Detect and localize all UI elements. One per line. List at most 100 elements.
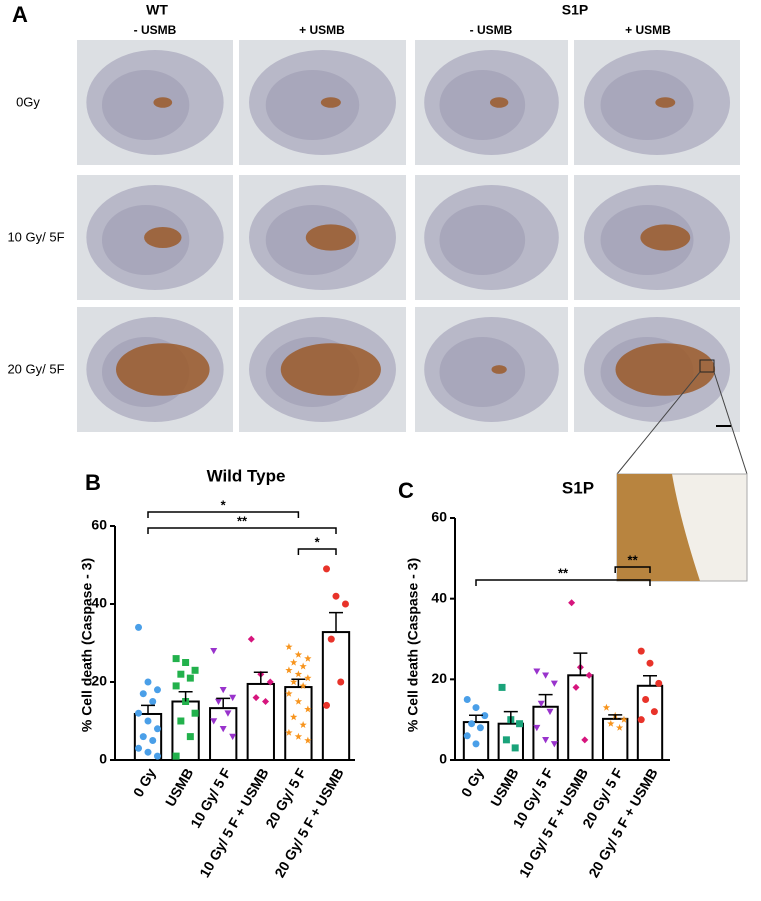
chart-title: S1P	[562, 478, 594, 497]
data-point	[299, 721, 307, 728]
data-point	[607, 719, 615, 727]
stain	[305, 224, 356, 251]
micrograph	[574, 175, 740, 300]
y-axis-label: % Cell death (Caspase - 3)	[405, 558, 421, 732]
data-point	[186, 733, 194, 741]
micrograph	[415, 175, 568, 300]
inset-line	[616, 371, 701, 475]
inset-tissue	[617, 474, 700, 581]
significance-bracket	[147, 527, 337, 534]
data-point	[304, 705, 312, 713]
data-point	[144, 748, 152, 756]
data-point	[537, 700, 545, 708]
stain	[153, 97, 173, 108]
y-tick-label: 0	[99, 751, 107, 767]
data-point	[546, 708, 554, 716]
data-point	[290, 713, 298, 721]
data-point	[135, 623, 143, 631]
panel-label: A	[12, 2, 28, 27]
data-point	[542, 672, 550, 679]
bar	[321, 631, 351, 762]
data-point	[542, 737, 550, 744]
significance-bracket	[475, 579, 651, 586]
error-bar	[503, 710, 518, 724]
data-point	[323, 565, 331, 573]
data-point	[637, 716, 645, 724]
error-bar	[329, 611, 343, 633]
bar	[497, 722, 524, 762]
tissue-core	[600, 70, 694, 140]
bar	[602, 717, 629, 761]
data-point	[472, 740, 480, 748]
significance-label: *	[221, 497, 227, 512]
data-point	[468, 720, 476, 728]
stain	[320, 97, 341, 108]
data-point	[135, 709, 143, 717]
chart-title: Wild Type	[207, 466, 286, 485]
x-tick-label: 20 Gy/ 5 F + USMB	[271, 765, 347, 880]
error-bar	[216, 697, 231, 709]
data-point	[511, 744, 519, 752]
y-tick-label: 20	[431, 670, 447, 686]
data-point	[516, 720, 524, 728]
error-bar	[538, 693, 553, 707]
micrograph	[77, 40, 233, 165]
micrograph	[574, 40, 740, 165]
data-point	[550, 680, 558, 687]
data-point	[186, 674, 194, 682]
data-point	[337, 678, 345, 686]
panel-label: B	[85, 470, 101, 495]
error-bar	[253, 671, 268, 684]
data-point	[533, 724, 541, 732]
data-point	[144, 678, 152, 686]
data-point	[299, 682, 307, 689]
data-point	[299, 662, 307, 670]
panel-label: C	[398, 478, 414, 503]
data-point	[602, 703, 611, 711]
data-point	[304, 654, 312, 662]
data-point	[247, 635, 255, 643]
micrograph	[415, 40, 568, 165]
x-tick-label: USMB	[487, 765, 521, 809]
data-point	[177, 670, 185, 678]
column-label: + USMB	[299, 23, 345, 37]
y-tick-label: 0	[439, 751, 447, 767]
data-point	[229, 694, 237, 702]
data-point	[149, 737, 157, 745]
y-tick-label: 40	[91, 595, 107, 611]
data-point	[637, 647, 645, 655]
data-point	[341, 600, 349, 608]
micrograph	[239, 307, 406, 432]
data-point	[139, 690, 147, 698]
x-tick-label: 10 Gy/ 5 F + USMB	[196, 765, 272, 880]
y-tick-label: 60	[91, 517, 107, 533]
data-point	[294, 732, 303, 740]
group-label: WT	[146, 2, 168, 18]
data-point	[135, 744, 143, 752]
micrograph	[77, 307, 233, 432]
data-point	[568, 599, 576, 607]
data-point	[472, 704, 480, 712]
data-point	[655, 679, 663, 687]
row-label: 20 Gy/ 5F	[7, 361, 64, 376]
significance-label: **	[628, 552, 639, 567]
data-point	[177, 717, 185, 725]
data-point	[285, 728, 293, 736]
stain	[280, 343, 381, 396]
stain	[640, 224, 691, 251]
data-point	[290, 658, 298, 666]
inset	[616, 359, 748, 582]
data-point	[139, 733, 147, 741]
data-point	[153, 752, 161, 760]
y-tick-label: 20	[91, 673, 107, 689]
stain	[489, 97, 509, 108]
bar	[532, 705, 559, 762]
error-bar	[141, 704, 155, 714]
error-bar	[291, 678, 306, 688]
bar	[246, 682, 275, 762]
data-point	[476, 724, 484, 732]
significance-label: **	[237, 513, 248, 528]
data-point	[323, 701, 331, 709]
data-point	[498, 683, 506, 691]
data-point	[262, 698, 270, 705]
